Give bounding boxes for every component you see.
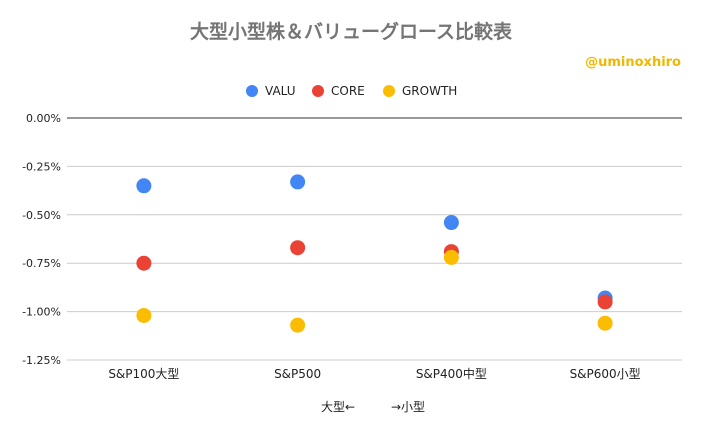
- legend: VALU CORE GROWTH: [246, 84, 457, 98]
- x-category-label: S&P100大型: [108, 367, 179, 381]
- x-category-label: S&P600小型: [570, 367, 641, 381]
- data-point-growth: [290, 317, 306, 333]
- data-point-core: [597, 294, 613, 310]
- y-axis-ticks: 0.00% -0.25% -0.50% -0.75% -1.00% -1.25%: [22, 112, 61, 367]
- data-point-core: [290, 240, 306, 256]
- legend-marker-growth: [383, 85, 395, 97]
- gridlines: [67, 117, 682, 361]
- y-tick-label: 0.00%: [26, 112, 61, 125]
- y-tick-label: -1.25%: [22, 354, 61, 367]
- data-point-valu: [443, 215, 459, 231]
- data-point-valu: [290, 174, 306, 190]
- y-tick-label: -0.25%: [22, 160, 61, 173]
- data-point-growth: [597, 315, 613, 331]
- x-category-label: S&P500: [274, 367, 321, 381]
- x-axis-label: 大型← →小型: [321, 400, 425, 414]
- legend-label-growth: GROWTH: [402, 84, 457, 98]
- data-point-core: [136, 255, 152, 271]
- data-point-growth: [136, 307, 152, 323]
- x-axis-categories: S&P100大型 S&P500 S&P400中型 S&P600小型: [108, 366, 640, 381]
- legend-label-core: CORE: [331, 84, 365, 98]
- y-tick-label: -0.50%: [22, 209, 61, 222]
- data-point-growth: [443, 249, 459, 265]
- data-points: [136, 174, 613, 333]
- legend-marker-valu: [246, 85, 258, 97]
- y-tick-label: -0.75%: [22, 257, 61, 270]
- data-point-valu: [136, 178, 152, 194]
- legend-label-valu: VALU: [265, 84, 296, 98]
- chart-title: 大型小型株＆バリューグロース比較表: [190, 20, 513, 43]
- watermark: @uminoxhiro: [585, 55, 681, 70]
- x-category-label: S&P400中型: [416, 366, 487, 381]
- legend-marker-core: [312, 85, 324, 97]
- y-tick-label: -1.00%: [22, 306, 61, 319]
